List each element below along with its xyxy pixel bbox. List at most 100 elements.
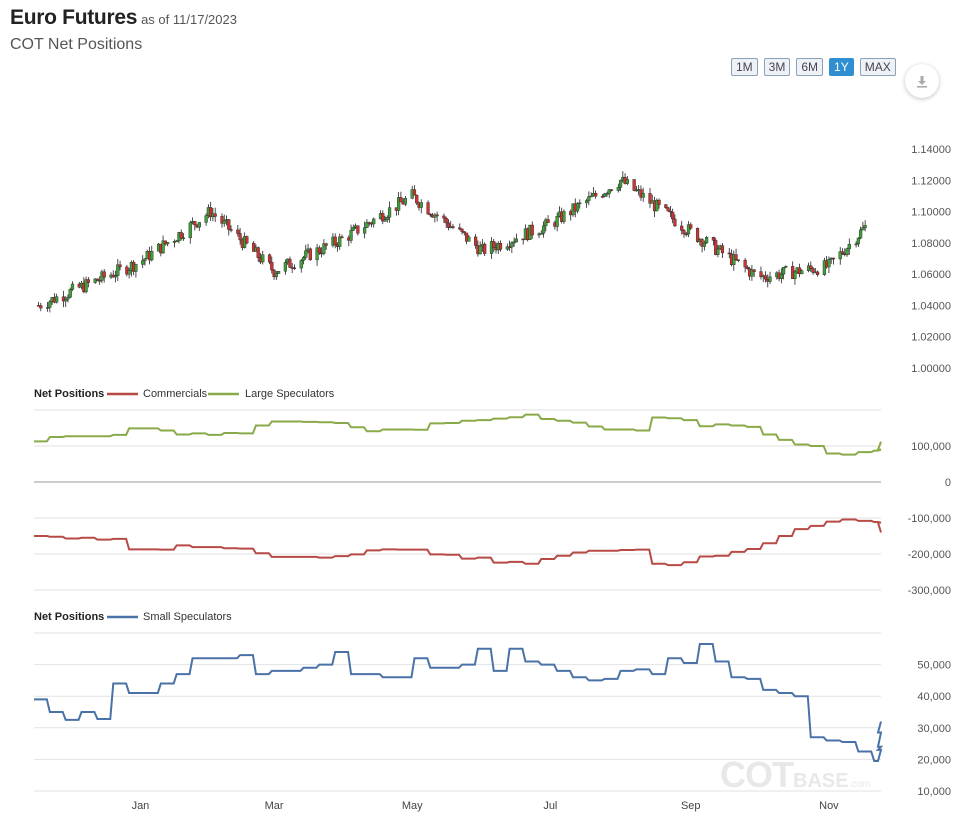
legend-label-large-speculators[interactable]: Large Speculators: [245, 388, 335, 400]
candle-down: [252, 242, 256, 252]
candle-down: [671, 211, 675, 220]
candle-up: [66, 296, 70, 300]
candle-down: [340, 236, 344, 239]
positions-axis-ticks: 100,000 0 -100,000 -200,000 -300,000: [908, 441, 951, 597]
candle-up: [276, 271, 281, 274]
candle-up: [847, 243, 851, 250]
candle-up: [510, 242, 514, 248]
candle-up: [800, 270, 804, 275]
candle-up: [161, 240, 165, 254]
candle-down: [446, 222, 451, 228]
candle-down: [442, 215, 446, 219]
positions-tick-label: -100,000: [908, 513, 951, 525]
grid-lines: [34, 409, 881, 792]
range-1m-button[interactable]: 1M: [731, 58, 758, 76]
small-speculators-line: [34, 643, 884, 762]
candle-down: [483, 243, 487, 254]
page-subtitle: COT Net Positions: [10, 36, 143, 53]
price-tick-label: 1.08000: [911, 238, 951, 250]
candle-down: [102, 271, 106, 278]
candle-up: [64, 298, 68, 302]
small-spec-axis-ticks: 50,000 40,000 30,000 20,000 10,000: [917, 660, 951, 798]
candle-down: [451, 226, 455, 228]
candle-up: [512, 241, 516, 244]
candle-up: [363, 227, 367, 234]
candle-down: [267, 254, 272, 263]
candle-down: [292, 267, 297, 269]
candle-down: [695, 227, 700, 242]
candle-down: [811, 268, 815, 273]
candle-up: [387, 207, 392, 218]
candle-down: [743, 259, 747, 268]
candle-up: [204, 215, 208, 223]
candle-up: [181, 237, 186, 240]
candle-down: [736, 259, 740, 261]
candle-up: [45, 307, 50, 309]
download-button[interactable]: [905, 64, 939, 98]
x-axis-labels: Jan Mar May Jul Sep Nov: [132, 800, 840, 812]
candle-up: [641, 193, 645, 198]
candle-up: [134, 264, 138, 272]
positions-tick-label: -300,000: [908, 585, 951, 597]
candle-down: [668, 210, 672, 213]
candle-up: [587, 196, 591, 201]
candle-up: [618, 179, 623, 188]
range-6m-button[interactable]: 6M: [796, 58, 824, 76]
positions-tick-label: 0: [945, 477, 951, 489]
candle-up: [419, 202, 423, 208]
candle-down: [682, 230, 686, 235]
range-3m-button[interactable]: 3M: [763, 58, 791, 76]
chart-title-block: Euro Futures as of 11/17/2023: [10, 6, 237, 30]
candle-down: [689, 224, 693, 229]
candle-down: [317, 247, 321, 254]
candle-down: [308, 248, 312, 261]
candle-down: [381, 213, 385, 222]
candle-up: [705, 237, 709, 244]
candle-down: [39, 305, 43, 309]
price-tick-label: 1.12000: [911, 175, 951, 187]
candle-up: [315, 247, 319, 261]
legend-label-commercials[interactable]: Commercials: [143, 388, 208, 400]
candle-up: [349, 230, 353, 241]
candle-down: [840, 251, 845, 254]
range-1y-button[interactable]: 1Y: [829, 58, 854, 76]
candle-down: [492, 241, 496, 248]
candle-up: [70, 283, 75, 290]
candle-down: [412, 189, 417, 196]
candle-down: [673, 218, 677, 227]
candle-up: [555, 216, 559, 227]
candle-up: [838, 251, 842, 260]
legend-label-small-speculators[interactable]: Small Speculators: [143, 611, 232, 623]
candle-down: [256, 247, 260, 258]
candle-up: [616, 187, 620, 191]
cotbase-watermark: COTBASE.com: [720, 754, 870, 796]
candle-up: [261, 254, 265, 263]
candle-down: [179, 232, 183, 239]
candle-down: [245, 236, 249, 244]
candle-down: [815, 271, 820, 275]
candle-down: [546, 219, 550, 223]
candle-up: [322, 243, 326, 254]
candle-down: [745, 266, 749, 269]
candle-up: [575, 203, 580, 212]
range-selector: 1M 3M 6M 1Y MAX: [731, 58, 896, 76]
candle-up: [98, 280, 102, 282]
candle-up: [716, 248, 720, 255]
legend-title-net-positions-small: Net Positions: [34, 611, 104, 623]
candle-down: [530, 224, 534, 236]
range-max-button[interactable]: MAX: [859, 58, 896, 76]
small-spec-series: [34, 643, 884, 762]
candle-up: [859, 229, 863, 239]
candle-down: [426, 202, 430, 215]
candle-up: [779, 273, 783, 279]
candle-up: [505, 246, 509, 250]
small-spec-tick-label: 50,000: [917, 660, 951, 672]
candle-up: [467, 236, 471, 242]
candle-up: [55, 296, 59, 303]
candle-up: [403, 198, 408, 205]
x-axis-label: Jul: [543, 800, 557, 812]
small-spec-tick-label: 20,000: [917, 754, 951, 766]
watermark-main: COT: [720, 754, 794, 795]
candle-down: [734, 254, 738, 260]
